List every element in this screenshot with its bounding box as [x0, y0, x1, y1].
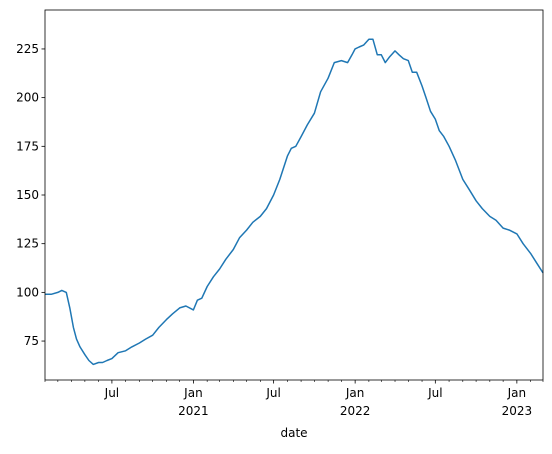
x-axis-label: date — [280, 426, 307, 440]
x-tick-year-label: 2021 — [178, 404, 209, 418]
y-axis: 75 100 125 150 175 200 225 — [16, 42, 45, 348]
x-tick-year-label: 2022 — [340, 404, 371, 418]
y-tick-label: 150 — [16, 188, 39, 202]
y-tick-label: 125 — [16, 237, 39, 251]
x-tick-label: Jan — [345, 386, 365, 400]
x-tick-label: Jan — [183, 386, 203, 400]
x-tick-year-label: 2023 — [502, 404, 533, 418]
plot-area — [45, 38, 544, 366]
x-tick-label: Jan — [507, 386, 527, 400]
x-tick-label: Jul — [265, 386, 280, 400]
x-tick-label: Jul — [104, 386, 119, 400]
y-tick-label: 100 — [16, 285, 39, 299]
y-tick-label: 225 — [16, 42, 39, 56]
y-tick-label: 200 — [16, 91, 39, 105]
x-axis: Jul Jan 2021 Jul Jan 2022 Jul Jan 2023 — [44, 380, 544, 418]
y-tick-label: 75 — [24, 334, 39, 348]
y-tick-label: 175 — [16, 139, 39, 153]
series-line — [45, 38, 544, 366]
axes-frame — [44, 9, 544, 381]
x-tick-label: Jul — [427, 386, 442, 400]
